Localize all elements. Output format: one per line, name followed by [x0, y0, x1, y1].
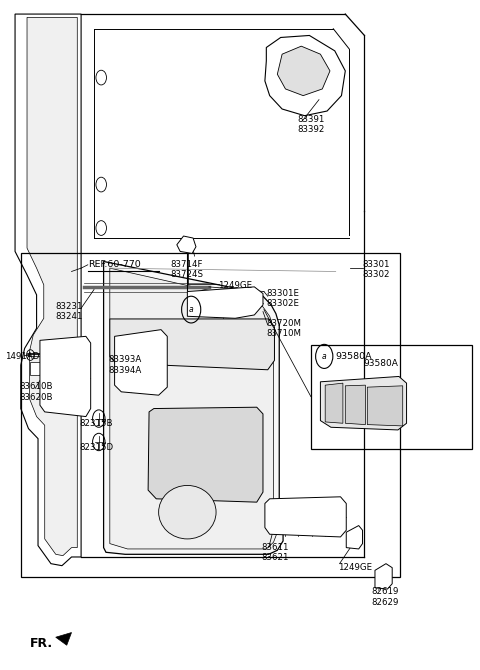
Text: a: a: [322, 352, 326, 361]
Polygon shape: [345, 385, 365, 425]
Polygon shape: [321, 377, 407, 430]
Text: FR.: FR.: [29, 637, 52, 651]
Polygon shape: [104, 261, 283, 554]
Polygon shape: [265, 36, 345, 116]
Text: 83301
83302: 83301 83302: [362, 260, 390, 279]
Polygon shape: [277, 46, 330, 96]
Text: 1491AD: 1491AD: [4, 352, 39, 361]
Polygon shape: [110, 319, 275, 370]
Text: REF.60-770: REF.60-770: [88, 261, 141, 269]
Text: 93580A: 93580A: [336, 352, 372, 361]
Text: 83231
83241: 83231 83241: [56, 302, 83, 322]
Polygon shape: [15, 14, 81, 565]
Text: 83610B
83620B: 83610B 83620B: [19, 382, 52, 401]
Text: 83393A
83394A: 83393A 83394A: [108, 355, 142, 375]
Polygon shape: [30, 362, 40, 375]
Polygon shape: [325, 383, 343, 423]
Circle shape: [326, 393, 342, 414]
Polygon shape: [177, 236, 196, 253]
Polygon shape: [56, 632, 72, 645]
Text: a: a: [189, 305, 193, 314]
Polygon shape: [187, 287, 263, 318]
Polygon shape: [367, 386, 403, 426]
Circle shape: [374, 391, 395, 420]
Text: 83301E
83302E: 83301E 83302E: [266, 289, 300, 308]
Polygon shape: [346, 525, 362, 549]
Polygon shape: [375, 563, 392, 589]
Text: 82315B: 82315B: [80, 419, 113, 427]
Bar: [311, 345, 472, 449]
Ellipse shape: [158, 486, 216, 539]
Bar: [21, 253, 400, 577]
Text: 82619
82629: 82619 82629: [372, 588, 399, 607]
Text: 93580A: 93580A: [363, 358, 398, 368]
Polygon shape: [110, 268, 277, 549]
Polygon shape: [265, 496, 346, 537]
Circle shape: [348, 393, 363, 415]
Text: 83611
83621: 83611 83621: [262, 543, 289, 562]
Text: 83391
83392: 83391 83392: [298, 115, 325, 134]
Text: 82315D: 82315D: [80, 443, 114, 452]
Text: 83720M
83710M: 83720M 83710M: [266, 319, 301, 338]
Polygon shape: [115, 330, 167, 395]
Text: 83714F
83724S: 83714F 83724S: [170, 260, 204, 279]
Polygon shape: [27, 17, 77, 555]
Polygon shape: [148, 407, 263, 502]
Text: 1249GE: 1249GE: [338, 563, 372, 572]
Polygon shape: [40, 336, 91, 417]
Text: 1249GE: 1249GE: [218, 281, 252, 290]
